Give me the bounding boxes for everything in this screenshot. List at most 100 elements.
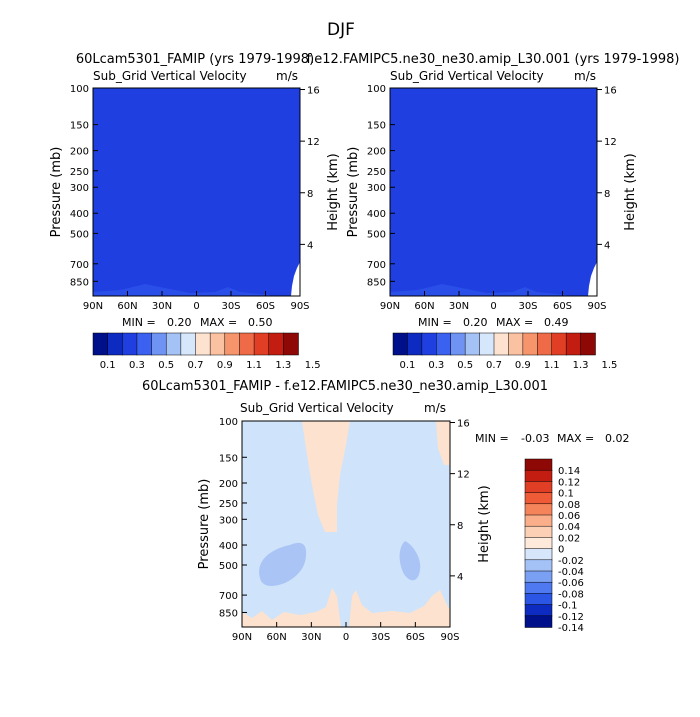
panel-left-white-edge <box>291 262 300 296</box>
panel-diff-colorbar-box <box>524 469 553 483</box>
panel-diff-ptick-label: 850 <box>219 608 238 619</box>
panel-diff-colorbar-label: 0.04 <box>558 522 580 533</box>
panel-left-colorbar-label: 1.1 <box>246 360 262 371</box>
panel-right-ptick-label: 150 <box>367 121 386 132</box>
panel-diff-colorbar-box <box>524 559 553 572</box>
panel-left-colorbar-box <box>107 332 124 356</box>
panel-left-colorbar-box <box>268 332 285 356</box>
panel-left-ptick-label: 100 <box>70 84 89 95</box>
panel-left-xtick-label: 30N <box>152 301 172 312</box>
panel-left-min-label: MIN = <box>122 316 156 329</box>
panel-diff-colorbar-label: -0.14 <box>558 623 584 634</box>
panel-diff-htick-label: 12 <box>457 470 470 481</box>
panel-right-xtick-label: 90N <box>380 301 400 312</box>
panel-left-ptick-label: 150 <box>70 121 89 132</box>
panel-diff-colorbar-label: 0 <box>558 545 564 556</box>
panel-right-xtick-label: 30S <box>518 301 537 312</box>
panel-left-field <box>93 88 300 296</box>
panel-diff-ptick-label: 200 <box>219 479 238 490</box>
panel-left-xtick-label: 60N <box>117 301 137 312</box>
panel-left-colorbar-label: 0.1 <box>100 360 116 371</box>
panel-diff-xtick-label: 90N <box>232 632 252 643</box>
panel-diff-min-value: -0.03 <box>521 432 549 445</box>
panel-diff-xtick-label: 60S <box>406 632 425 643</box>
panel-left-y2label: Height (km) <box>326 153 341 230</box>
panel-right-colorbar-box <box>508 332 524 356</box>
panel-right-colorbar-box <box>565 332 582 356</box>
panel-left-min-value: 0.20 <box>167 316 192 329</box>
panel-diff-ptick-label: 400 <box>219 541 238 552</box>
panel-right-ptick-label: 850 <box>367 277 386 288</box>
panel-left-colorbar-box <box>92 332 109 356</box>
panel-right-title: f.e12.FAMIPC5.ne30_ne30.amip_L30.001 (yr… <box>307 52 680 67</box>
panel-left-ylabel: Pressure (mb) <box>49 147 64 238</box>
panel-diff-bottom-peach-2 <box>349 590 450 627</box>
panel-right-htick-label: 4 <box>604 240 610 251</box>
panel-diff-colorbar-box <box>524 604 553 617</box>
panel-diff-colorbar-box <box>524 525 553 539</box>
panel-right-low-shade <box>390 284 567 296</box>
panel-left-colorbar-label: 0.5 <box>158 360 174 371</box>
panel-right-min-value: 0.20 <box>463 316 488 329</box>
panel-right-colorbar-label: 1.1 <box>544 360 560 371</box>
panel-right-colorbar-box <box>407 332 423 356</box>
panel-left-colorbar-label: 0.3 <box>129 360 145 371</box>
panel-diff-htick-label: 16 <box>457 419 470 430</box>
panel-left-plot <box>92 87 301 297</box>
panel-diff-ptick-label: 150 <box>219 453 238 464</box>
panel-right-subtitle: Sub_Grid Vertical Velocity <box>390 69 544 83</box>
panel-right-xtick-label: 30N <box>449 301 469 312</box>
panel-diff-xtick-label: 30S <box>371 632 390 643</box>
panel-left-low-shade <box>93 284 270 296</box>
panel-left-htick-label: 8 <box>307 189 313 200</box>
panel-right-min-label: MIN = <box>418 316 452 329</box>
panel-diff-colorbar-box <box>524 537 553 550</box>
panel-diff-ptick-label: 500 <box>219 561 238 572</box>
panel-left-colorbar-box <box>209 332 226 356</box>
panel-left-colorbar-label: 1.3 <box>275 360 291 371</box>
panel-left-colorbar-box <box>165 332 182 356</box>
panel-diff-edge-peach <box>436 421 450 465</box>
panel-diff-units: m/s <box>424 401 446 415</box>
panel-right-colorbar-box <box>436 332 452 356</box>
panel-left-ptick-label: 250 <box>70 167 89 178</box>
panel-left-colorbar-box <box>239 332 255 356</box>
panel-right-max-label: MAX = <box>496 316 533 329</box>
panel-diff-ptick-label: 300 <box>219 515 238 526</box>
panel-right-colorbar-box <box>537 332 553 356</box>
panel-right-ptick-label: 700 <box>367 260 386 271</box>
panel-diff-colorbar-box <box>524 593 553 606</box>
panel-diff-max-label: MAX = <box>557 432 594 445</box>
panel-right-colorbar-box <box>450 332 466 356</box>
panel-left-xtick-label: 60S <box>256 301 275 312</box>
panel-left-ptick-label: 300 <box>70 183 89 194</box>
panel-left-ptick-label: 500 <box>70 229 89 240</box>
panel-diff-colorbar-label: 0.06 <box>558 511 580 522</box>
panel-diff-htick-label: 4 <box>457 572 463 583</box>
panel-diff-htick-label: 8 <box>457 521 463 532</box>
panel-left-htick-label: 4 <box>307 240 313 251</box>
panel-diff-colorbar-label: 0.1 <box>558 489 574 500</box>
panel-diff-colorbar-label: 0.02 <box>558 533 580 544</box>
panel-left-xtick-label: 30S <box>221 301 240 312</box>
panel-diff-colorbar-label: -0.1 <box>558 601 578 612</box>
panel-right-ptick-label: 200 <box>367 147 386 158</box>
panel-diff-colorbar-label: -0.02 <box>558 556 584 567</box>
panel-left-colorbar-box <box>122 332 138 356</box>
panel-diff-colorbar-label: 0.12 <box>558 477 580 488</box>
panel-diff-colorbar-label: 0.08 <box>558 500 580 511</box>
panel-right-ylabel: Pressure (mb) <box>346 147 361 238</box>
panel-diff-colorbar-label: 0.14 <box>558 466 580 477</box>
panel-diff-ptick-label: 700 <box>219 591 238 602</box>
panel-diff-colorbar-box <box>524 458 553 471</box>
panel-right-colorbar-label: 0.5 <box>457 360 473 371</box>
panel-right-colorbar-box <box>522 332 539 356</box>
panel-right-colorbar-label: 0.7 <box>486 360 502 371</box>
panel-left-colorbar-label: 0.9 <box>217 360 233 371</box>
panel-diff-subtitle: Sub_Grid Vertical Velocity <box>240 401 394 415</box>
panel-right-ptick-label: 400 <box>367 209 386 220</box>
panel-diff-blob-left <box>259 542 307 586</box>
panel-right-xtick-label: 60N <box>414 301 434 312</box>
panel-left-colorbar-label: 0.7 <box>188 360 204 371</box>
panel-left-xtick-label: 90N <box>83 301 103 312</box>
